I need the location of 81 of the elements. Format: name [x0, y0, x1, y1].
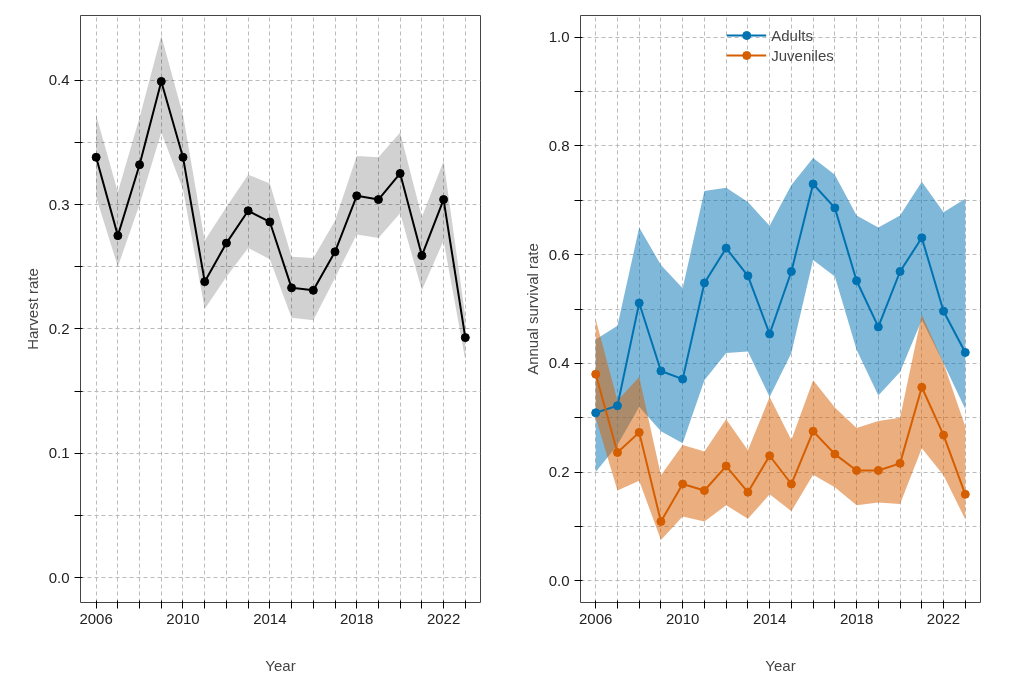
- point: [852, 276, 862, 286]
- x-axis-title: Year: [765, 656, 796, 674]
- point: [591, 369, 601, 379]
- point: [460, 333, 470, 343]
- point: [221, 238, 231, 248]
- point: [721, 243, 731, 253]
- point: [91, 152, 101, 162]
- x-tick-label: 2022: [926, 609, 961, 627]
- x-tick-label: 2018: [340, 609, 374, 627]
- point: [699, 278, 709, 288]
- point: [699, 486, 709, 496]
- point: [395, 168, 405, 178]
- x-tick-label: 2006: [79, 609, 113, 627]
- point: [939, 306, 949, 316]
- y-tick-label: 0.6: [548, 245, 570, 263]
- point: [612, 448, 622, 457]
- point: [895, 458, 905, 468]
- x-tick-label: 2006: [579, 609, 613, 627]
- point: [765, 329, 775, 339]
- y-axis-title: Harvest rate: [23, 268, 41, 350]
- y-tick-label: 1.0: [548, 28, 570, 46]
- point: [917, 382, 927, 392]
- point: [287, 283, 297, 293]
- x-tick-label: 2018: [839, 609, 874, 627]
- point: [330, 247, 340, 257]
- point: [895, 267, 905, 276]
- point: [308, 285, 318, 295]
- point: [591, 408, 601, 418]
- point: [612, 401, 622, 411]
- point: [656, 366, 666, 376]
- x-tick-label: 2010: [665, 609, 700, 627]
- y-tick-label: 0.4: [548, 354, 570, 372]
- y-tick-label: 0.0: [48, 568, 70, 586]
- point: [265, 217, 275, 227]
- y-tick-label: 0.4: [48, 71, 70, 89]
- point: [873, 322, 883, 332]
- point: [786, 479, 796, 489]
- point: [960, 489, 970, 499]
- point: [113, 231, 123, 241]
- point: [243, 206, 253, 216]
- point: [960, 347, 970, 357]
- point: [743, 271, 753, 281]
- y-axis-title: Annual survival rate: [523, 243, 541, 375]
- point: [808, 426, 818, 436]
- point: [830, 203, 840, 213]
- y-tick-label: 0.0: [548, 571, 570, 589]
- point: [178, 152, 188, 162]
- point: [873, 465, 883, 475]
- x-tick-label: 2014: [253, 609, 287, 627]
- point: [830, 449, 840, 459]
- point: [200, 277, 210, 287]
- point: [417, 251, 427, 261]
- point: [439, 195, 449, 205]
- x-tick-label: 2010: [166, 609, 200, 627]
- point: [939, 430, 949, 440]
- point: [634, 427, 644, 437]
- legend-label: Juveniles: [771, 46, 834, 64]
- y-tick-label: 0.1: [48, 444, 70, 462]
- point: [917, 233, 927, 243]
- point: [678, 479, 688, 489]
- point: [808, 179, 818, 189]
- point: [634, 298, 644, 308]
- point: [852, 465, 862, 475]
- point: [656, 517, 666, 527]
- point: [373, 195, 383, 205]
- y-tick-label: 0.2: [48, 319, 70, 337]
- point: [352, 191, 362, 201]
- point: [721, 461, 731, 471]
- point: [135, 160, 145, 170]
- point: [743, 487, 753, 497]
- point: [765, 451, 775, 461]
- legend-label: Adults: [771, 26, 813, 44]
- point: [156, 76, 166, 86]
- y-tick-label: 0.8: [548, 136, 570, 154]
- y-tick-label: 0.3: [48, 195, 70, 213]
- y-tick-label: 0.2: [548, 463, 570, 481]
- x-axis-title: Year: [265, 656, 296, 674]
- point: [678, 374, 688, 384]
- point: [786, 267, 796, 276]
- x-tick-label: 2014: [752, 609, 787, 627]
- x-tick-label: 2022: [426, 609, 461, 627]
